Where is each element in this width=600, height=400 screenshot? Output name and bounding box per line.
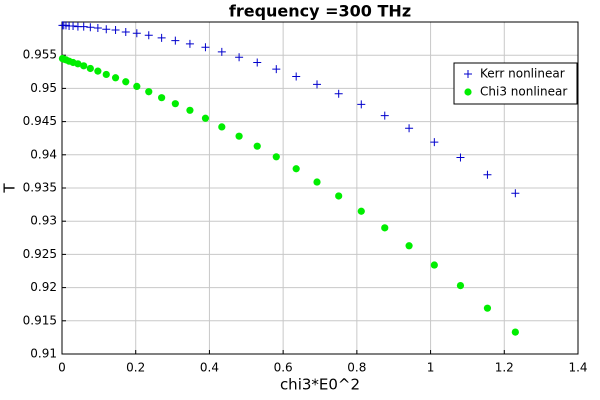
point xyxy=(102,70,110,79)
legend-label: Chi3 nonlinear xyxy=(480,85,567,99)
point xyxy=(69,21,78,30)
point xyxy=(79,22,88,31)
point xyxy=(201,43,210,52)
point xyxy=(145,88,153,96)
legend-marker xyxy=(464,70,472,78)
point xyxy=(357,207,365,215)
point xyxy=(185,39,194,48)
point xyxy=(313,80,322,89)
point xyxy=(483,170,492,179)
x-tick-label: 1.4 xyxy=(568,361,587,375)
point xyxy=(380,111,389,120)
point xyxy=(133,82,141,91)
point xyxy=(235,53,244,62)
y-tick-label: 0.95 xyxy=(30,81,57,95)
chart-title: frequency =300 THz xyxy=(229,2,411,21)
point xyxy=(253,58,262,67)
point xyxy=(186,106,194,114)
point xyxy=(132,29,141,38)
point xyxy=(272,153,280,161)
point xyxy=(292,165,300,173)
point xyxy=(272,65,281,74)
legend-marker xyxy=(464,88,472,96)
legend-label: Kerr nonlinear xyxy=(480,67,565,81)
x-axis-label: chi3*E0^2 xyxy=(280,376,360,394)
point xyxy=(218,123,226,131)
x-tick-label: 0.6 xyxy=(274,361,293,375)
point xyxy=(102,25,111,34)
point xyxy=(292,72,301,81)
point xyxy=(334,89,343,98)
point xyxy=(511,328,519,336)
point xyxy=(357,100,366,109)
point xyxy=(235,132,243,140)
point xyxy=(335,192,343,200)
y-tick-label: 0.91 xyxy=(30,347,57,361)
y-tick-label: 0.925 xyxy=(23,247,57,261)
x-tick-label: 0 xyxy=(58,361,66,375)
point xyxy=(171,36,180,45)
point xyxy=(456,153,465,162)
point xyxy=(93,23,102,32)
point xyxy=(430,138,439,147)
y-tick-label: 0.92 xyxy=(30,280,57,294)
plot-frame xyxy=(61,21,579,355)
x-tick-label: 1.2 xyxy=(495,361,514,375)
point xyxy=(171,100,179,108)
point xyxy=(456,282,465,290)
point xyxy=(217,47,226,56)
y-tick-label: 0.94 xyxy=(30,147,57,161)
point xyxy=(158,94,166,102)
point xyxy=(157,33,166,42)
point xyxy=(74,60,82,68)
point xyxy=(511,189,520,198)
x-tick-label: 1 xyxy=(427,361,435,375)
point xyxy=(430,261,438,269)
point xyxy=(381,224,389,232)
point xyxy=(201,114,210,122)
point xyxy=(483,304,492,312)
point xyxy=(86,23,95,32)
y-tick-label: 0.955 xyxy=(23,48,57,62)
point xyxy=(94,67,102,75)
x-tick-label: 0.8 xyxy=(347,361,366,375)
point xyxy=(80,62,88,70)
y-tick-label: 0.935 xyxy=(23,181,57,195)
point xyxy=(405,124,414,133)
y-tick-label: 0.93 xyxy=(30,214,57,228)
point xyxy=(111,25,120,34)
point xyxy=(121,27,130,36)
x-tick-label: 0.2 xyxy=(126,361,145,375)
y-tick-label: 0.945 xyxy=(23,114,57,128)
point xyxy=(111,74,120,82)
point xyxy=(253,142,261,150)
point xyxy=(313,178,321,186)
x-tick-label: 0.4 xyxy=(200,361,219,375)
point xyxy=(122,78,130,86)
y-tick-label: 0.915 xyxy=(23,313,57,327)
legend-box xyxy=(453,62,578,105)
y-axis-label: T xyxy=(1,183,19,194)
point xyxy=(405,242,413,250)
point xyxy=(144,31,153,40)
point xyxy=(86,64,94,73)
